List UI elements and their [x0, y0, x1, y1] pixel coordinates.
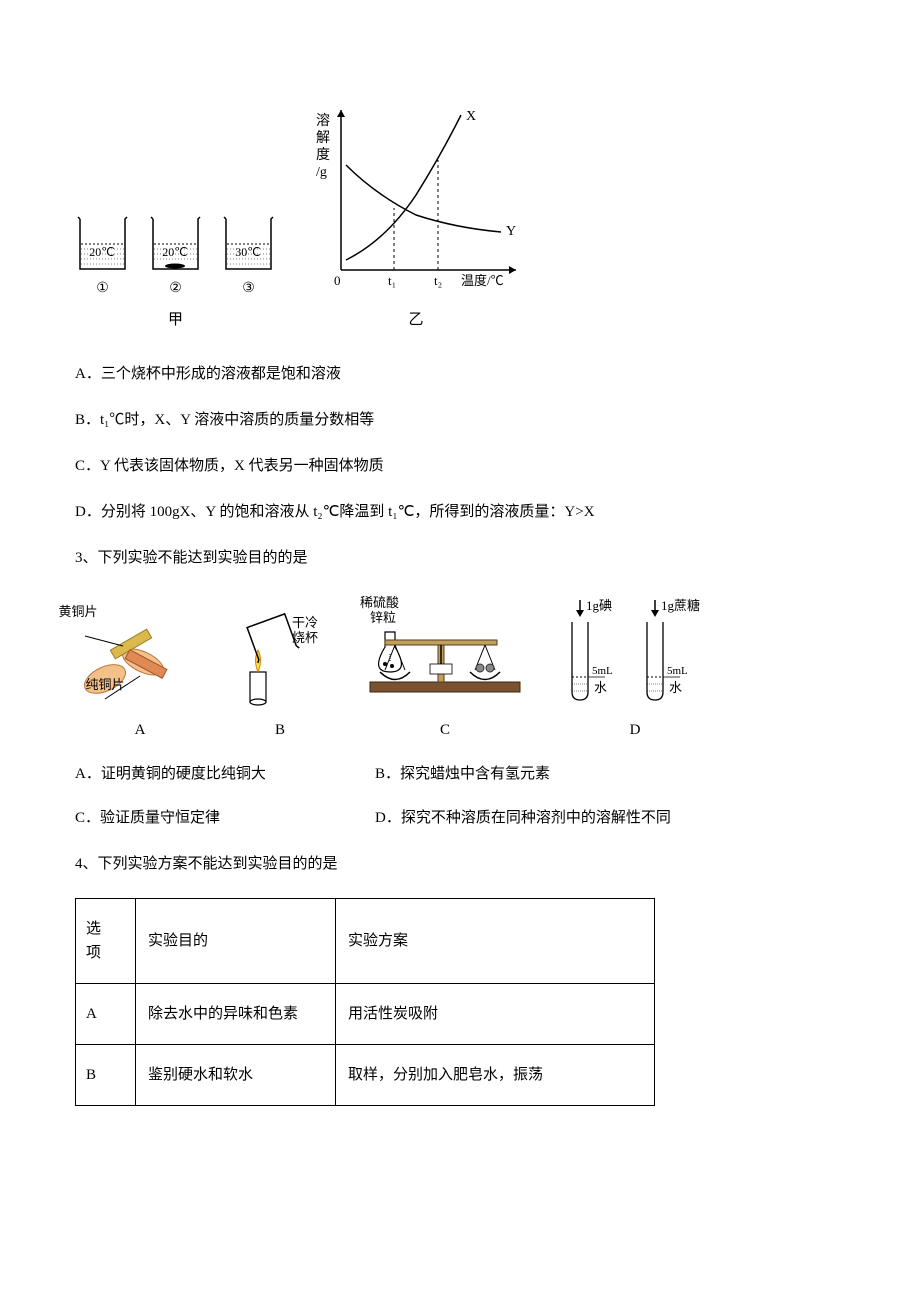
q3-option-a: A．证明黄铜的硬度比纯铜大 [75, 762, 375, 786]
beaker-1-num: ① [96, 278, 109, 300]
exp-c-letter: C [440, 718, 450, 742]
beaker-3-svg: 30℃ [221, 214, 276, 274]
exp-a-letter: A [135, 718, 146, 742]
label-chuntong: 纯铜片 [85, 675, 124, 696]
q4-stem: 4、下列实验方案不能达到实验目的的是 [75, 852, 845, 876]
beaker-group: 20℃ ① 20℃ ② [75, 214, 276, 300]
svg-text:锌粒: 锌粒 [370, 610, 396, 625]
cell-a-0: A [76, 984, 136, 1045]
svg-text:/g: /g [316, 165, 327, 180]
svg-text:Y: Y [506, 224, 516, 239]
q2-option-d: D．分别将 100gX、Y 的饱和溶液从 t₂℃降温到 t₁℃，所得到的溶液质量… [75, 500, 845, 524]
q3-stem: 3、下列实验不能达到实验目的的是 [75, 546, 845, 570]
th-purpose: 实验目的 [136, 899, 336, 984]
cell-a-2: 用活性炭吸附 [336, 984, 655, 1045]
svg-text:水: 水 [594, 680, 607, 695]
svg-text:t₁: t₁ [388, 273, 396, 288]
svg-text:解: 解 [316, 130, 330, 146]
exp-d-letter: D [630, 718, 641, 742]
beaker-group-container: 20℃ ① 20℃ ② [75, 214, 276, 332]
q4-table: 选项 实验目的 实验方案 A 除去水中的异味和色素 用活性炭吸附 B 鉴别硬水和… [75, 898, 655, 1106]
svg-text:温度/℃: 温度/℃ [461, 273, 504, 288]
experiment-row: 黄铜片 纯铜片 A 干冷 烧杯 B 稀硫酸 锌粒 [75, 592, 845, 742]
beaker-caption: 甲 [75, 308, 276, 332]
label-huangtong: 黄铜片 [58, 602, 97, 623]
svg-text:20℃: 20℃ [89, 245, 114, 259]
table-row-b: B 鉴别硬水和软水 取样，分别加入肥皂水，振荡 [76, 1045, 655, 1106]
svg-text:1g碘: 1g碘 [586, 598, 612, 613]
q3-option-c: C．验证质量守恒定律 [75, 806, 375, 830]
q2-option-a: A．三个烧杯中形成的溶液都是饱和溶液 [75, 362, 845, 386]
svg-text:5mL: 5mL [592, 665, 613, 677]
q2-option-b: B．t₁℃时，X、Y 溶液中溶质的质量分数相等 [75, 408, 845, 432]
solubility-graph: 溶 解 度 /g 0 t₁ t₂ 温度/℃ X Y [306, 100, 526, 300]
svg-text:稀硫酸: 稀硫酸 [360, 595, 399, 610]
exp-d-svg: 1g碘 1g蔗糖 5mL 水 5mL 水 [550, 592, 720, 712]
q3-options-row1: A．证明黄铜的硬度比纯铜大 B．探究蜡烛中含有氢元素 [75, 762, 845, 786]
svg-text:X: X [466, 109, 476, 124]
svg-text:0: 0 [334, 273, 341, 288]
cell-b-0: B [76, 1045, 136, 1106]
cell-b-2: 取样，分别加入肥皂水，振荡 [336, 1045, 655, 1106]
beaker-2: 20℃ ② [148, 214, 203, 300]
cell-a-1: 除去水中的异味和色素 [136, 984, 336, 1045]
exp-b-letter: B [275, 718, 285, 742]
th-scheme: 实验方案 [336, 899, 655, 984]
q3-options-row2: C．验证质量守恒定律 D．探究不种溶质在同种溶剂中的溶解性不同 [75, 806, 845, 830]
beaker-3: 30℃ ③ [221, 214, 276, 300]
exp-a: 黄铜片 纯铜片 A [75, 604, 205, 742]
svg-text:烧杯: 烧杯 [292, 630, 318, 645]
svg-text:t₂: t₂ [434, 273, 442, 288]
graph-container: 溶 解 度 /g 0 t₁ t₂ 温度/℃ X Y 乙 [306, 100, 526, 332]
svg-text:1g蔗糖: 1g蔗糖 [661, 598, 700, 613]
q3-option-b: B．探究蜡烛中含有氢元素 [375, 762, 550, 786]
svg-text:5mL: 5mL [667, 665, 688, 677]
q3-option-d: D．探究不种溶质在同种溶剂中的溶解性不同 [375, 806, 671, 830]
exp-b: 干冷 烧杯 B [220, 592, 340, 742]
q2-option-c: C．Y 代表该固体物质，X 代表另一种固体物质 [75, 454, 845, 478]
table-row-a: A 除去水中的异味和色素 用活性炭吸附 [76, 984, 655, 1045]
beaker-2-num: ② [169, 278, 182, 300]
beaker-1-svg: 20℃ [75, 214, 130, 274]
figure-jia-yi: 20℃ ① 20℃ ② [75, 100, 845, 332]
exp-c-svg: 稀硫酸 锌粒 [355, 592, 535, 712]
svg-text:水: 水 [669, 680, 682, 695]
beaker-1: 20℃ ① [75, 214, 130, 300]
th-option: 选项 [76, 899, 136, 984]
graph-caption: 乙 [408, 308, 423, 332]
cell-b-1: 鉴别硬水和软水 [136, 1045, 336, 1106]
svg-text:干冷: 干冷 [292, 615, 318, 630]
svg-text:20℃: 20℃ [162, 245, 187, 259]
exp-d: 1g碘 1g蔗糖 5mL 水 5mL 水 D [550, 592, 720, 742]
svg-text:度: 度 [316, 147, 330, 163]
svg-text:30℃: 30℃ [235, 245, 260, 259]
exp-b-svg: 干冷 烧杯 [220, 592, 340, 712]
beaker-2-svg: 20℃ [148, 214, 203, 274]
svg-text:溶: 溶 [316, 113, 330, 129]
table-header-row: 选项 实验目的 实验方案 [76, 899, 655, 984]
th-option-text: 选项 [86, 921, 101, 961]
beaker-3-num: ③ [242, 278, 255, 300]
exp-c: 稀硫酸 锌粒 C [355, 592, 535, 742]
